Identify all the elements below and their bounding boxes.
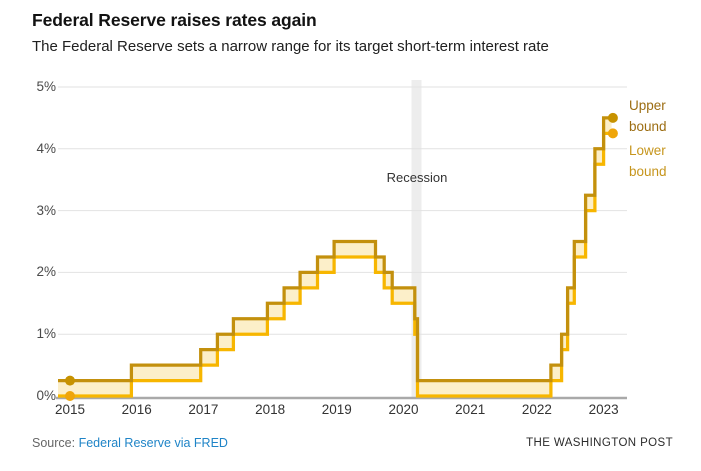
recession-label: Recession — [386, 170, 448, 185]
chart-title: Federal Reserve raises rates again — [32, 10, 317, 30]
legend-lower-bound: Lower bound — [629, 143, 667, 179]
upper-bound-dot — [607, 112, 618, 123]
x-tick-label: 2018 — [255, 402, 286, 417]
x-tick-label: 2020 — [388, 402, 419, 417]
source-line: Source: Federal Reserve via FRED — [32, 436, 228, 450]
y-tick-label: 4% — [36, 140, 56, 156]
upper-bound-line — [58, 116, 612, 383]
chart-subtitle: The Federal Reserve sets a narrow range … — [32, 38, 549, 55]
x-tick-label: 2023 — [588, 402, 619, 417]
lower-bound-line — [58, 131, 612, 398]
y-tick-label: 0% — [36, 388, 56, 403]
y-tick-label: 2% — [36, 264, 56, 280]
y-tick-label: 5% — [36, 79, 56, 94]
source-label: Source: — [32, 436, 76, 450]
x-tick-label: 2019 — [321, 402, 352, 417]
recession-band — [411, 80, 422, 397]
x-tick-label: 2017 — [188, 402, 219, 417]
source-link[interactable]: Federal Reserve via FRED — [78, 436, 228, 450]
y-tick-label: 3% — [36, 202, 56, 218]
x-tick-label: 2016 — [121, 402, 152, 417]
legend-upper-bound: Upper bound — [629, 98, 667, 134]
lower-bound-dot — [607, 128, 618, 139]
x-tick-label: 2021 — [455, 402, 486, 417]
lower-bound-dot — [65, 391, 75, 401]
wapo-wordmark: THE WASHINGTON POST — [526, 437, 673, 449]
y-tick-label: 1% — [36, 326, 56, 342]
x-tick-label: 2022 — [521, 402, 552, 417]
x-tick-label: 2015 — [54, 402, 86, 417]
upper-bound-dot — [65, 375, 75, 386]
